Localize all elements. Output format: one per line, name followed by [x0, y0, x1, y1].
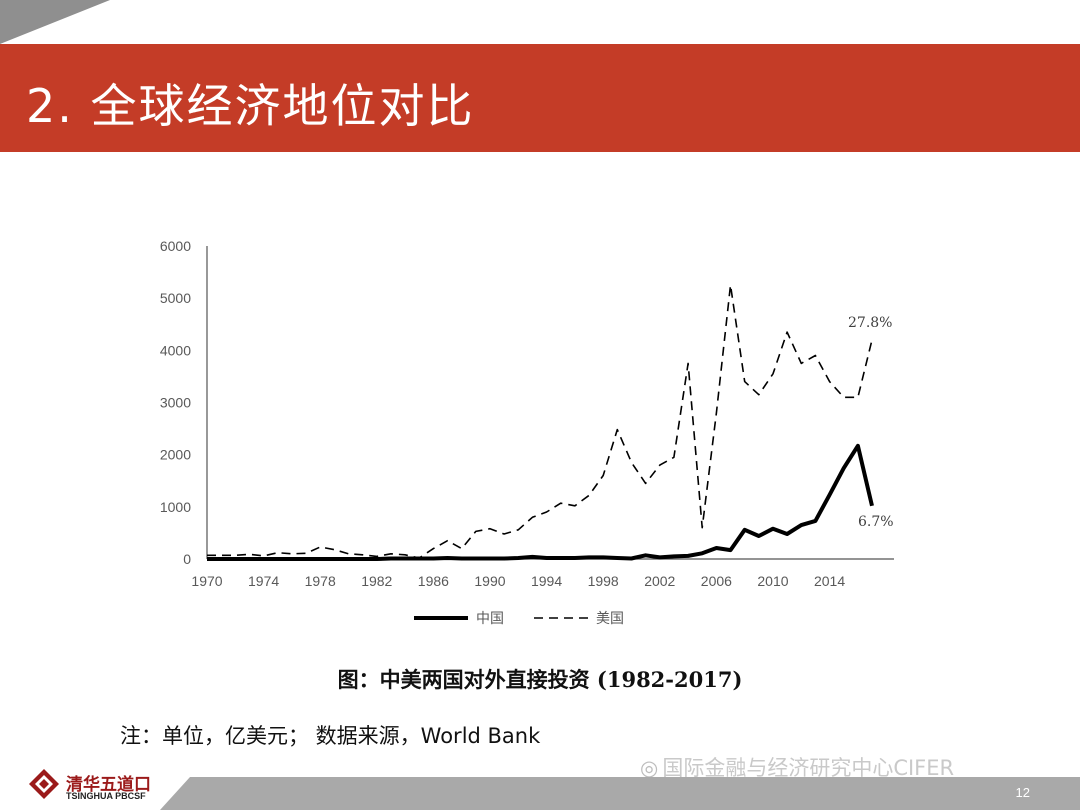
y-tick-label: 6000	[160, 238, 191, 254]
watermark: ◎ 国际金融与经济研究中心CIFER	[640, 752, 954, 782]
series-end-label: 27.8%	[848, 315, 892, 331]
x-tick-label: 1986	[418, 573, 449, 589]
x-tick-label: 2014	[814, 573, 845, 589]
x-tick-label: 2002	[644, 573, 675, 589]
x-tick-label: 1982	[361, 573, 392, 589]
y-tick-label: 0	[183, 551, 191, 567]
page-number: 12	[1015, 785, 1030, 800]
footer-band	[160, 777, 1080, 810]
y-tick-label: 5000	[160, 290, 191, 306]
x-tick-label: 1994	[531, 573, 562, 589]
x-tick-label: 2010	[757, 573, 788, 589]
x-tick-label: 1990	[474, 573, 505, 589]
x-tick-label: 1974	[248, 573, 279, 589]
x-tick-label: 1978	[305, 573, 336, 589]
chart-legend: 中国 美国	[414, 611, 624, 627]
legend-label: 中国	[476, 611, 504, 627]
chart: 0 1000 2000 3000 4000 5000 6000 1970 1974 1978 198…	[160, 238, 894, 627]
chart-labels: 0 1000 2000 3000 4000 5000 6000 1970 1974 1978 198…	[160, 238, 894, 589]
y-tick-label: 4000	[160, 342, 191, 358]
y-tick-label: 3000	[160, 395, 191, 411]
x-tick-label: 1970	[191, 573, 222, 589]
institution-logo: 清华五道口 TSINGHUA PBCSF	[28, 766, 168, 806]
series-end-label: 6.7%	[858, 514, 894, 530]
legend-label: 美国	[596, 611, 624, 627]
figure-caption: 图：中美两国对外直接投资 (1982-2017)	[337, 667, 743, 692]
series-line-1	[207, 443, 874, 561]
wechat-icon: ◎	[640, 756, 659, 780]
logo-name-en: TSINGHUA PBCSF	[66, 791, 146, 801]
chart-axes	[206, 246, 894, 560]
y-tick-label: 1000	[160, 499, 191, 515]
chart-series	[207, 284, 874, 561]
logo-mark-icon	[29, 769, 59, 799]
y-tick-label: 2000	[160, 447, 191, 463]
series-line-2	[207, 284, 873, 559]
x-tick-label: 2006	[701, 573, 732, 589]
source-note: 注：单位，亿美元； 数据来源，World Bank	[120, 724, 541, 748]
logo-name-cn: 清华五道口	[66, 775, 151, 795]
x-tick-label: 1998	[588, 573, 619, 589]
corner-decoration	[0, 0, 110, 44]
watermark-text: 国际金融与经济研究中心CIFER	[662, 756, 955, 780]
page-title: 2. 全球经济地位对比	[26, 79, 475, 133]
title-bar	[0, 44, 1080, 152]
